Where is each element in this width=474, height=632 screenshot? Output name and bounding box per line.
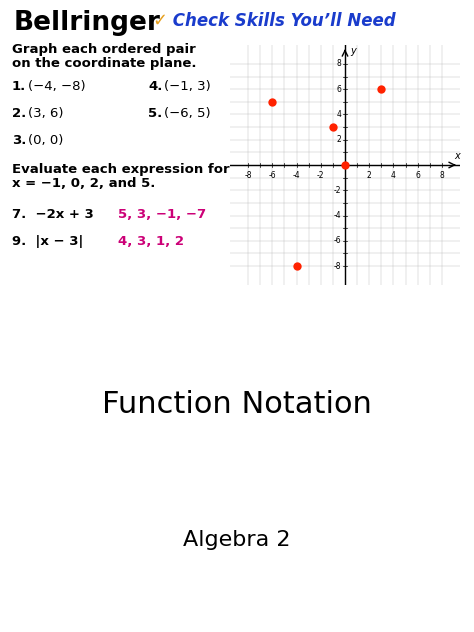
Text: -2: -2 <box>334 186 341 195</box>
Text: 7.  −2x + 3: 7. −2x + 3 <box>12 208 94 221</box>
Text: Algebra 2: Algebra 2 <box>183 530 291 550</box>
Text: 5.: 5. <box>148 107 162 120</box>
Text: 5, 3, −1, −7: 5, 3, −1, −7 <box>118 208 206 221</box>
Text: 4, 3, 1, 2: 4, 3, 1, 2 <box>118 235 184 248</box>
Text: Bellringer: Bellringer <box>14 10 161 36</box>
Text: -6: -6 <box>269 171 276 180</box>
Text: 8: 8 <box>439 171 444 180</box>
Text: 2.: 2. <box>12 107 26 120</box>
Text: -4: -4 <box>334 211 341 220</box>
Text: y: y <box>350 46 356 56</box>
Text: 4: 4 <box>391 171 396 180</box>
Text: 1: 1 <box>453 275 460 285</box>
Text: (3, 6): (3, 6) <box>28 107 64 120</box>
Text: x: x <box>454 151 460 161</box>
Text: x = −1, 0, 2, and 5.: x = −1, 0, 2, and 5. <box>12 177 155 190</box>
Text: 9.  |x − 3|: 9. |x − 3| <box>12 235 83 248</box>
Text: 3.: 3. <box>12 134 27 147</box>
Text: 2: 2 <box>337 135 341 144</box>
Text: 1.: 1. <box>12 80 26 93</box>
Text: Evaluate each expression for: Evaluate each expression for <box>12 163 229 176</box>
Text: -2: -2 <box>317 171 325 180</box>
Text: -6: -6 <box>334 236 341 245</box>
Text: 2: 2 <box>367 171 372 180</box>
Text: ✓: ✓ <box>152 12 167 30</box>
Text: (−6, 5): (−6, 5) <box>164 107 210 120</box>
Text: 6: 6 <box>415 171 420 180</box>
Text: 4.: 4. <box>148 80 163 93</box>
Text: -4: -4 <box>293 171 301 180</box>
Text: on the coordinate plane.: on the coordinate plane. <box>12 57 197 70</box>
Text: (−1, 3): (−1, 3) <box>164 80 211 93</box>
Text: Check Skills You’ll Need: Check Skills You’ll Need <box>167 12 396 30</box>
Text: (0, 0): (0, 0) <box>28 134 64 147</box>
Text: (−4, −8): (−4, −8) <box>28 80 86 93</box>
Text: 8: 8 <box>337 59 341 68</box>
Text: 6: 6 <box>337 85 341 94</box>
Text: -8: -8 <box>334 262 341 270</box>
Text: Function Notation: Function Notation <box>102 390 372 419</box>
Text: -8: -8 <box>245 171 252 180</box>
Text: 4: 4 <box>337 110 341 119</box>
Text: Graph each ordered pair: Graph each ordered pair <box>12 43 196 56</box>
